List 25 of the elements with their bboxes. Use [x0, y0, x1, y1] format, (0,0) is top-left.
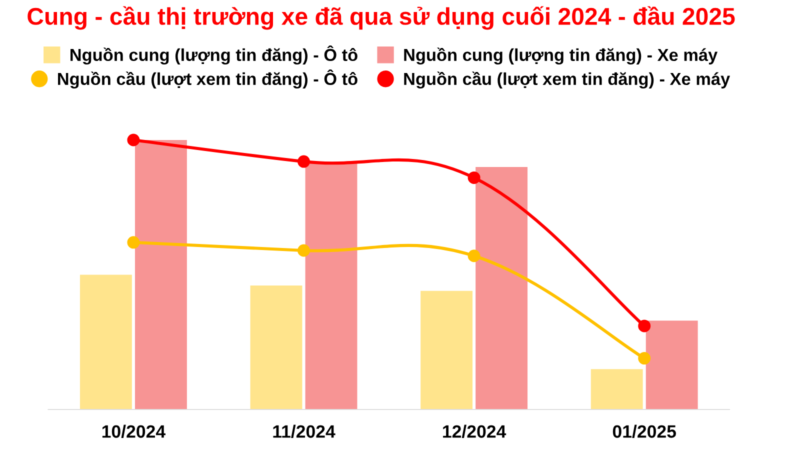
chart-title: Cung - cầu thị trường xe đã qua sử dụng cuối 2024 - đầu 2025 — [28, 6, 735, 30]
legend-label: Nguồn cung (lượng tin đăng) - Xe máy — [404, 48, 718, 65]
x-tick-label: 01/2025 — [612, 424, 676, 438]
point — [638, 320, 651, 332]
point — [127, 236, 140, 249]
legend-label: Nguồn cầu (lượt xem tin đăng) - Ô tô — [58, 69, 358, 89]
x-tick-label: 11/2024 — [273, 424, 336, 438]
bar — [80, 274, 132, 410]
bar — [590, 369, 643, 410]
point — [468, 171, 480, 184]
point — [468, 250, 480, 262]
point — [127, 134, 140, 146]
bar — [134, 140, 187, 410]
legend-label: Nguồn cầu (lượt xem tin đăng) - Xe máy — [404, 72, 730, 89]
x-tick-label: 12/2024 — [443, 424, 506, 438]
point — [298, 244, 310, 257]
bar — [250, 286, 302, 410]
point — [638, 352, 651, 365]
point — [298, 155, 310, 168]
bar — [646, 320, 698, 410]
bar — [420, 290, 473, 410]
x-tick-label: 10/2024 — [102, 424, 166, 438]
legend-label: Nguồn cung (lượng tin đăng) - Ô tô — [70, 45, 358, 65]
bar — [305, 162, 358, 410]
bar — [476, 166, 528, 410]
